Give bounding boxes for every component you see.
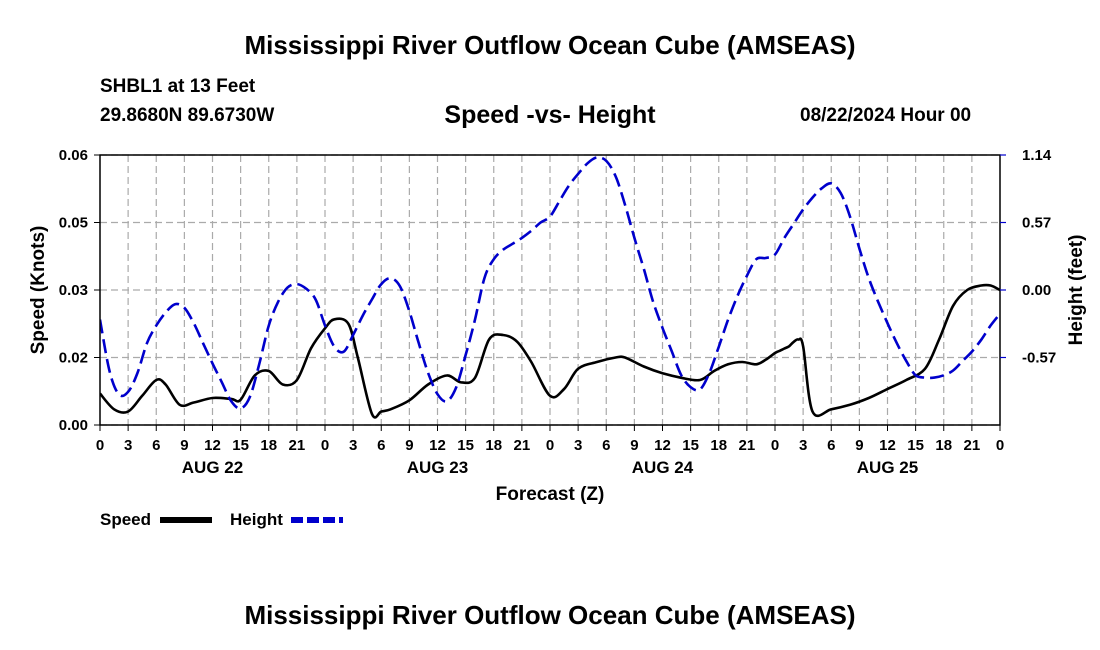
y-tick-label-left: 0.02 [59, 350, 88, 367]
y-tick-label-left: 0.03 [59, 282, 88, 299]
y-tick-label-right: 1.14 [1022, 147, 1052, 164]
series-layer [100, 156, 1000, 419]
y-tick-label-left: 0.00 [59, 417, 88, 434]
legend: Speed Height [100, 510, 343, 529]
day-label: AUG 24 [632, 458, 694, 477]
y-tick-label-left: 0.05 [59, 215, 88, 232]
legend-speed-label: Speed [100, 510, 151, 529]
x-tick-label: 3 [799, 437, 807, 454]
x-tick-label: 9 [405, 437, 413, 454]
x-tick-label: 6 [152, 437, 160, 454]
y-axis-label-left: Speed (Knots) [28, 226, 49, 355]
height-series-line [100, 156, 1000, 410]
station-label: SHBL1 at 13 Feet [100, 76, 256, 97]
x-tick-label: 3 [349, 437, 357, 454]
y-axis-label-right: Height (feet) [1066, 235, 1087, 346]
axes: 0 3 6 9 12 15 18 21 0 3 6 9 12 15 18 21 0 3 6 9 12 15 18 21 0 3 6 9… [59, 147, 1056, 477]
x-tick-label: 3 [574, 437, 582, 454]
x-tick-label: 9 [180, 437, 188, 454]
station-coordinates: 29.8680N 89.6730W [100, 105, 275, 126]
day-label: AUG 23 [407, 458, 468, 477]
x-tick-label: 15 [232, 437, 249, 454]
y-tick-label-right: -0.57 [1022, 350, 1056, 367]
speed-height-chart: 0 3 6 9 12 15 18 21 0 3 6 9 12 15 18 21 0 3 6 9 12 15 18 21 0 3 6 9… [28, 147, 1087, 529]
x-tick-label: 12 [204, 437, 221, 454]
x-tick-label: 0 [996, 437, 1004, 454]
x-tick-label: 21 [739, 437, 756, 454]
x-tick-label: 0 [771, 437, 779, 454]
x-tick-label: 21 [289, 437, 306, 454]
x-tick-label: 15 [457, 437, 474, 454]
x-tick-label: 0 [546, 437, 554, 454]
x-tick-label: 18 [485, 437, 502, 454]
x-tick-label: 18 [935, 437, 952, 454]
x-tick-label: 12 [879, 437, 896, 454]
y-tick-label-right: 0.00 [1022, 282, 1051, 299]
x-tick-label: 18 [710, 437, 727, 454]
speed-series-line [100, 283, 1000, 419]
x-tick-label: 21 [514, 437, 531, 454]
x-tick-label: 3 [124, 437, 132, 454]
x-tick-label: 0 [321, 437, 329, 454]
x-tick-label: 9 [630, 437, 638, 454]
x-tick-label: 6 [377, 437, 385, 454]
x-tick-label: 0 [96, 437, 104, 454]
x-axis-label: Forecast (Z) [496, 484, 605, 505]
x-tick-label: 12 [429, 437, 446, 454]
x-tick-label: 6 [602, 437, 610, 454]
y-tick-label-left: 0.06 [59, 147, 88, 164]
x-tick-label: 15 [907, 437, 924, 454]
x-tick-label: 12 [654, 437, 671, 454]
x-tick-label: 15 [682, 437, 699, 454]
day-label: AUG 22 [182, 458, 243, 477]
y-tick-label-right: 0.57 [1022, 215, 1051, 232]
x-tick-label: 21 [964, 437, 981, 454]
x-tick-label: 9 [855, 437, 863, 454]
grid [100, 154, 1000, 426]
forecast-timestamp: 08/22/2024 Hour 00 [800, 105, 972, 126]
x-tick-label: 18 [260, 437, 277, 454]
footer-title: Mississippi River Outflow Ocean Cube (AM… [244, 600, 856, 630]
day-label: AUG 25 [857, 458, 918, 477]
chart-subtitle: Speed -vs- Height [444, 101, 656, 129]
main-title: Mississippi River Outflow Ocean Cube (AM… [244, 30, 856, 60]
x-tick-label: 6 [827, 437, 835, 454]
legend-height-label: Height [230, 510, 283, 529]
